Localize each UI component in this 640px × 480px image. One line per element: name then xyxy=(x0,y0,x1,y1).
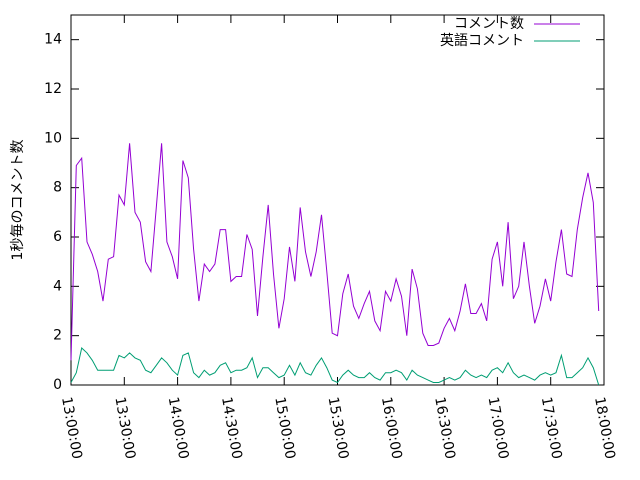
x-tick-label: 14:00:00 xyxy=(165,396,192,461)
y-tick-label: 6 xyxy=(53,229,62,245)
x-tick-label: 17:30:00 xyxy=(538,396,565,461)
data-line xyxy=(70,347,600,386)
x-tick-label: 13:00:00 xyxy=(58,396,85,461)
legend-label: 英語コメント xyxy=(440,32,524,49)
y-tick-label: 14 xyxy=(44,32,62,48)
plot-border xyxy=(70,14,605,386)
x-tick-label: 16:30:00 xyxy=(431,396,458,461)
y-tick-label: 4 xyxy=(53,278,62,294)
x-tick-label: 18:00:00 xyxy=(591,396,618,461)
y-tick-label: 12 xyxy=(44,81,62,97)
x-tick-label: 17:00:00 xyxy=(485,396,512,461)
legend-label: コメント数 xyxy=(454,16,524,32)
x-tick-label: 15:00:00 xyxy=(271,396,298,461)
y-tick-label: 2 xyxy=(53,328,62,344)
x-tick-label: 16:00:00 xyxy=(378,396,405,461)
x-tick-label: 14:30:00 xyxy=(218,396,245,461)
data-line xyxy=(70,143,600,361)
y-tick-label: 10 xyxy=(44,130,62,146)
y-tick-label: 8 xyxy=(53,180,62,196)
x-tick-label: 15:30:00 xyxy=(325,396,352,461)
x-tick-label: 13:30:00 xyxy=(111,396,138,461)
y-tick-label: 0 xyxy=(53,377,62,393)
y-axis-label: 1秒毎のコメント数 xyxy=(10,140,26,261)
